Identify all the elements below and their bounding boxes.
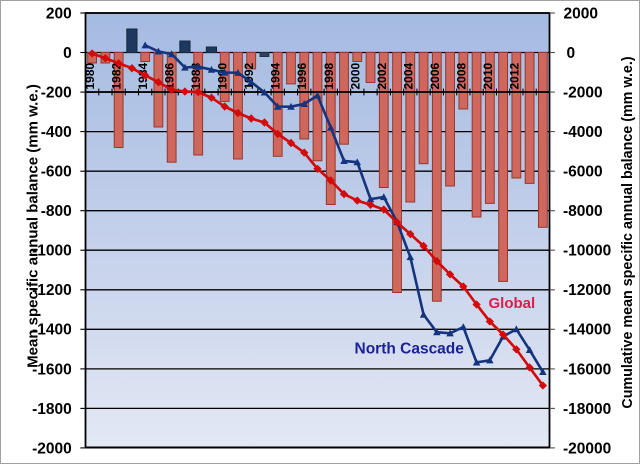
svg-text:-800: -800: [41, 203, 72, 220]
svg-text:200: 200: [46, 5, 72, 22]
svg-text:-400: -400: [41, 124, 72, 141]
svg-text:1994: 1994: [269, 62, 283, 89]
svg-text:-20000: -20000: [563, 440, 611, 457]
svg-text:-2000: -2000: [32, 440, 72, 457]
svg-text:2000: 2000: [564, 5, 598, 22]
svg-text:0: 0: [567, 45, 576, 62]
svg-text:-8000: -8000: [563, 203, 603, 220]
svg-text:1998: 1998: [322, 62, 336, 89]
svg-text:-1200: -1200: [32, 282, 72, 299]
svg-text:-12000: -12000: [563, 282, 611, 299]
svg-text:-4000: -4000: [563, 124, 603, 141]
svg-text:1982: 1982: [110, 62, 124, 89]
svg-text:1990: 1990: [216, 62, 230, 89]
svg-text:North Cascade: North Cascade: [355, 341, 465, 358]
svg-text:-10000: -10000: [563, 243, 611, 260]
svg-text:2002: 2002: [375, 62, 389, 89]
svg-text:-18000: -18000: [563, 401, 611, 418]
svg-text:1996: 1996: [295, 62, 309, 89]
svg-text:-1400: -1400: [32, 322, 72, 339]
svg-text:-2000: -2000: [563, 85, 603, 102]
svg-text:2010: 2010: [481, 62, 495, 89]
svg-text:-600: -600: [41, 164, 72, 181]
svg-text:2004: 2004: [401, 62, 415, 89]
svg-text:Mean specific annual balance (: Mean specific annual balance (mm w.e.): [24, 84, 41, 368]
svg-text:0: 0: [63, 45, 72, 62]
svg-text:-16000: -16000: [563, 361, 611, 378]
svg-text:-6000: -6000: [563, 164, 603, 181]
svg-text:Global: Global: [489, 295, 536, 312]
svg-text:-1800: -1800: [32, 401, 72, 418]
svg-text:-1600: -1600: [32, 361, 72, 378]
svg-text:1986: 1986: [163, 62, 177, 89]
svg-text:-200: -200: [41, 85, 72, 102]
svg-text:-1000: -1000: [32, 243, 72, 260]
svg-text:1980: 1980: [83, 62, 97, 89]
svg-text:2000: 2000: [348, 62, 362, 89]
svg-text:2008: 2008: [454, 62, 468, 89]
svg-text:-14000: -14000: [563, 322, 611, 339]
svg-text:Cumulative mean specific annua: Cumulative mean specific annual balance …: [620, 56, 636, 408]
svg-text:2006: 2006: [428, 62, 442, 89]
svg-text:2012: 2012: [507, 62, 521, 89]
